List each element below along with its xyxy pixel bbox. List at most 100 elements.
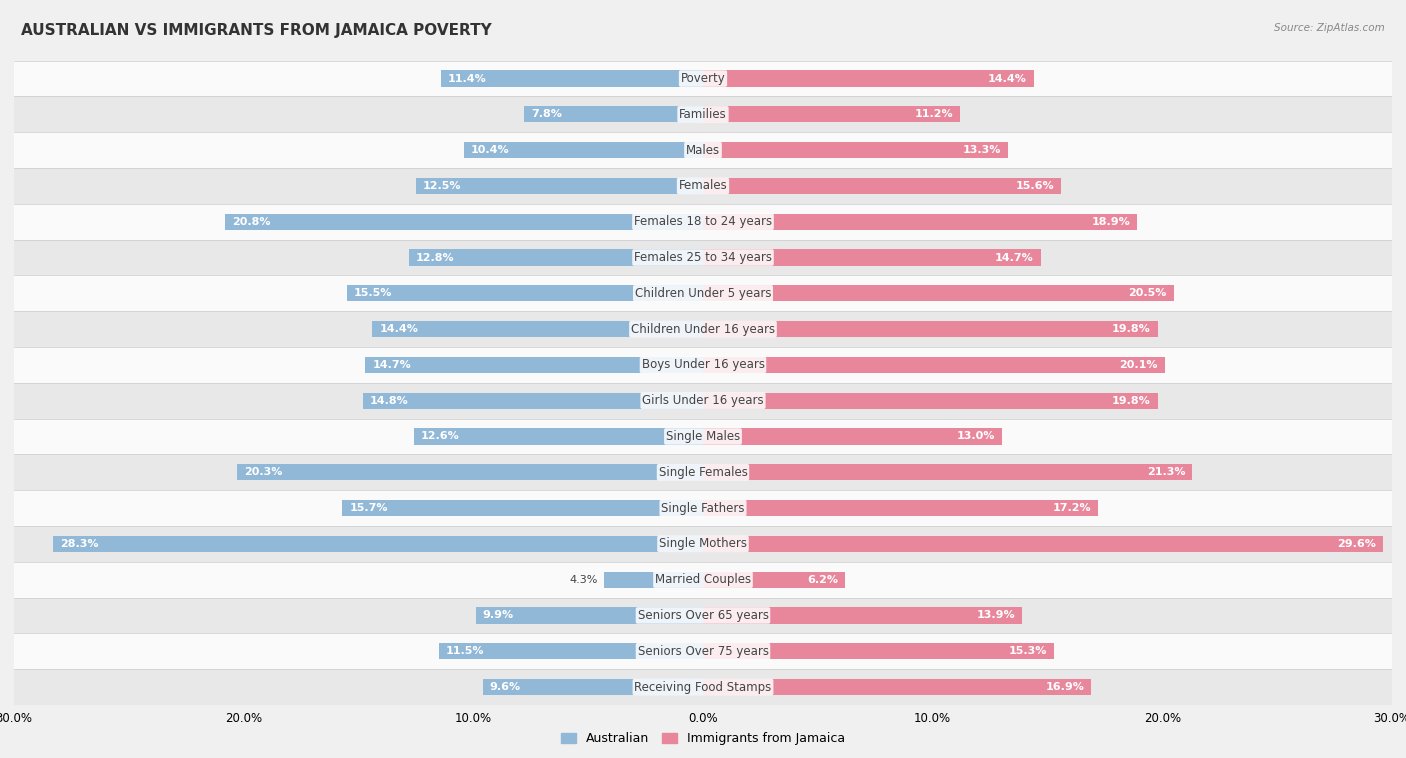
Text: 12.5%: 12.5% xyxy=(423,181,461,191)
Text: Married Couples: Married Couples xyxy=(655,573,751,586)
Bar xyxy=(482,679,703,695)
Text: 15.7%: 15.7% xyxy=(349,503,388,513)
Bar xyxy=(343,500,703,516)
Text: 7.8%: 7.8% xyxy=(531,109,561,119)
Bar xyxy=(703,428,1001,444)
Legend: Australian, Immigrants from Jamaica: Australian, Immigrants from Jamaica xyxy=(555,727,851,750)
Bar xyxy=(703,178,1062,194)
Bar xyxy=(441,70,703,86)
Bar xyxy=(605,572,703,587)
Text: 15.6%: 15.6% xyxy=(1015,181,1054,191)
Text: 29.6%: 29.6% xyxy=(1337,539,1376,549)
Text: 6.2%: 6.2% xyxy=(807,575,838,584)
Text: 12.6%: 12.6% xyxy=(420,431,460,441)
Text: Families: Families xyxy=(679,108,727,121)
Bar xyxy=(703,214,1137,230)
Text: 4.3%: 4.3% xyxy=(569,575,598,584)
Bar xyxy=(14,168,1392,204)
Text: 14.4%: 14.4% xyxy=(380,324,418,334)
Bar xyxy=(703,572,845,587)
Text: Seniors Over 65 years: Seniors Over 65 years xyxy=(637,609,769,622)
Text: 14.8%: 14.8% xyxy=(370,396,409,406)
Text: 9.6%: 9.6% xyxy=(489,682,520,692)
Text: Single Mothers: Single Mothers xyxy=(659,537,747,550)
Text: Females 25 to 34 years: Females 25 to 34 years xyxy=(634,251,772,264)
Bar xyxy=(703,393,1157,409)
Bar xyxy=(703,536,1382,552)
Text: Single Males: Single Males xyxy=(666,430,740,443)
Bar xyxy=(703,500,1098,516)
Bar xyxy=(409,249,703,265)
Bar xyxy=(703,357,1164,373)
Bar xyxy=(703,70,1033,86)
Bar xyxy=(14,526,1392,562)
Bar xyxy=(464,142,703,158)
Bar xyxy=(14,275,1392,312)
Text: 13.9%: 13.9% xyxy=(977,610,1015,621)
Bar xyxy=(14,634,1392,669)
Bar xyxy=(14,347,1392,383)
Bar xyxy=(14,454,1392,490)
Bar xyxy=(14,669,1392,705)
Bar xyxy=(703,142,1008,158)
Text: 15.5%: 15.5% xyxy=(354,288,392,299)
Bar xyxy=(475,607,703,624)
Text: 14.7%: 14.7% xyxy=(373,360,411,370)
Text: 20.8%: 20.8% xyxy=(232,217,271,227)
Bar xyxy=(373,321,703,337)
Bar xyxy=(225,214,703,230)
Bar xyxy=(14,418,1392,454)
Text: Boys Under 16 years: Boys Under 16 years xyxy=(641,359,765,371)
Text: 10.4%: 10.4% xyxy=(471,145,510,155)
Text: 11.2%: 11.2% xyxy=(915,109,953,119)
Bar xyxy=(703,679,1091,695)
Text: 28.3%: 28.3% xyxy=(60,539,98,549)
Text: Children Under 16 years: Children Under 16 years xyxy=(631,323,775,336)
Text: 15.3%: 15.3% xyxy=(1010,647,1047,656)
Bar xyxy=(14,61,1392,96)
Text: 19.8%: 19.8% xyxy=(1112,324,1152,334)
Text: Males: Males xyxy=(686,143,720,157)
Bar xyxy=(14,562,1392,597)
Text: 20.3%: 20.3% xyxy=(243,467,283,478)
Text: 13.3%: 13.3% xyxy=(963,145,1001,155)
Text: Seniors Over 75 years: Seniors Over 75 years xyxy=(637,645,769,658)
Bar xyxy=(703,644,1054,659)
Bar xyxy=(703,106,960,122)
Bar xyxy=(366,357,703,373)
Text: 9.9%: 9.9% xyxy=(482,610,513,621)
Text: 19.8%: 19.8% xyxy=(1112,396,1152,406)
Bar xyxy=(703,464,1192,481)
Bar xyxy=(347,285,703,302)
Text: 13.0%: 13.0% xyxy=(956,431,994,441)
Text: 16.9%: 16.9% xyxy=(1045,682,1084,692)
Text: Source: ZipAtlas.com: Source: ZipAtlas.com xyxy=(1274,23,1385,33)
Text: 18.9%: 18.9% xyxy=(1091,217,1130,227)
Text: Girls Under 16 years: Girls Under 16 years xyxy=(643,394,763,407)
Text: Poverty: Poverty xyxy=(681,72,725,85)
Text: 17.2%: 17.2% xyxy=(1053,503,1091,513)
Bar xyxy=(14,240,1392,275)
Bar xyxy=(703,607,1022,624)
Bar xyxy=(14,597,1392,634)
Bar xyxy=(236,464,703,481)
Bar xyxy=(53,536,703,552)
Text: 20.1%: 20.1% xyxy=(1119,360,1157,370)
Bar xyxy=(703,285,1174,302)
Bar xyxy=(14,132,1392,168)
Bar xyxy=(703,249,1040,265)
Bar xyxy=(14,204,1392,240)
Text: Females: Females xyxy=(679,180,727,193)
Text: 11.5%: 11.5% xyxy=(446,647,484,656)
Text: 12.8%: 12.8% xyxy=(416,252,454,262)
Bar xyxy=(363,393,703,409)
Text: 20.5%: 20.5% xyxy=(1129,288,1167,299)
Bar xyxy=(413,428,703,444)
Bar xyxy=(416,178,703,194)
Text: Single Fathers: Single Fathers xyxy=(661,502,745,515)
Bar xyxy=(14,490,1392,526)
Bar xyxy=(703,321,1157,337)
Text: AUSTRALIAN VS IMMIGRANTS FROM JAMAICA POVERTY: AUSTRALIAN VS IMMIGRANTS FROM JAMAICA PO… xyxy=(21,23,492,38)
Text: Receiving Food Stamps: Receiving Food Stamps xyxy=(634,681,772,694)
Text: Single Females: Single Females xyxy=(658,465,748,479)
